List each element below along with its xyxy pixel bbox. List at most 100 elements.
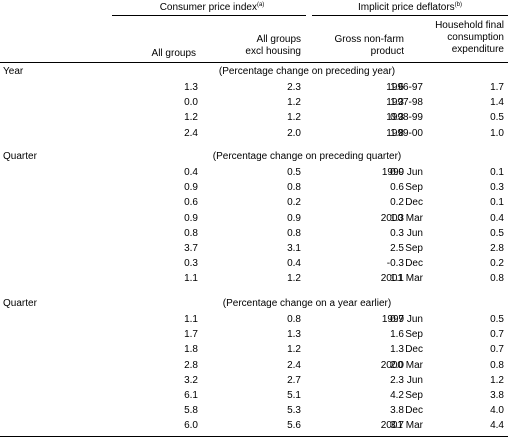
col-hfce-line2: consumption <box>447 32 504 43</box>
row-period: Sep <box>405 243 423 254</box>
row-value: 2.8 <box>490 243 504 254</box>
row-value: 1.1 <box>184 314 198 325</box>
table-row: Dec 1.8 1.2 1.3 0.7 <box>0 343 508 356</box>
row-value: 1.3 <box>287 329 301 341</box>
row-value: 0.2 <box>390 197 404 209</box>
row-value: 0.8 <box>287 182 301 194</box>
row-value: 0.7 <box>490 329 504 341</box>
row-period: Dec <box>405 258 423 270</box>
table-row: Sep 3.7 3.1 2.5 2.8 <box>0 242 508 255</box>
row-value: 2.7 <box>287 374 301 386</box>
row-period: Sep <box>405 329 423 341</box>
ipd-group-label: Implicit price deflators <box>357 2 455 13</box>
section-subtitle: (Percentage change on preceding year) <box>218 66 396 77</box>
row-value: 0.8 <box>490 359 504 371</box>
row-value: 1.0 <box>490 127 504 139</box>
section-label: Quarter <box>3 151 37 162</box>
row-value: 4.0 <box>490 405 504 417</box>
table-row: Sep 1.7 1.3 1.6 0.7 <box>0 328 508 341</box>
row-period: Jun <box>406 227 423 239</box>
row-value: 0.3 <box>390 112 404 124</box>
row-value: 1.2 <box>490 374 504 386</box>
row-period: 1999-00 <box>386 127 423 139</box>
col-gnfp-line2: product <box>370 46 404 57</box>
row-value: 2.5 <box>390 243 404 254</box>
row-value: 0.5 <box>490 112 504 124</box>
row-value: 1.7 <box>490 82 504 93</box>
row-period: 2001 Mar <box>380 420 423 432</box>
row-value: 0.2 <box>490 258 504 270</box>
row-value: 1.3 <box>390 344 404 356</box>
table-row: Dec 5.8 5.3 3.8 4.0 <box>0 404 508 417</box>
row-period: 2000 Mar <box>380 212 423 224</box>
col-hfce-header: Household final consumption expenditure <box>435 20 504 56</box>
row-value: 5.1 <box>287 390 301 401</box>
row-value: 2.4 <box>184 127 198 139</box>
row-period: 1999 Jun <box>381 167 423 178</box>
row-value: 3.8 <box>390 405 404 417</box>
col-gnfp-header: Gross non-farm product <box>335 34 404 58</box>
row-period: Sep <box>405 182 423 194</box>
col-all-groups-header: All groups <box>152 48 196 60</box>
row-value: 1.1 <box>390 273 404 285</box>
row-value: 0.8 <box>184 227 198 239</box>
row-value: 0.4 <box>287 258 301 270</box>
row-value: 5.3 <box>287 405 301 417</box>
table-row: 1998-99 1.2 1.2 0.3 0.5 <box>0 111 508 124</box>
row-period: Jun <box>406 374 423 386</box>
row-value: 0.7 <box>390 314 404 325</box>
table-row: 1999-00 2.4 2.0 1.8 1.0 <box>0 127 508 140</box>
ipd-group-rule <box>312 15 508 16</box>
row-period: 2001 Mar <box>380 273 423 285</box>
col-excl-housing-header: All groups excl housing <box>245 34 301 58</box>
col-excl-housing-line2: excl housing <box>245 46 301 57</box>
col-all-groups-line1: All groups <box>151 48 196 59</box>
row-value: 5.6 <box>287 420 301 432</box>
row-value: 1.1 <box>184 273 198 285</box>
row-value: 2.0 <box>390 359 404 371</box>
table-row: 2001 Mar 1.1 1.2 1.1 0.8 <box>0 272 508 285</box>
row-value: 0.9 <box>184 212 198 224</box>
row-value: 1.8 <box>184 344 198 356</box>
table-row: Jun 0.8 0.8 0.3 0.5 <box>0 227 508 240</box>
col-hfce-line3: expenditure <box>451 44 504 55</box>
row-value: 0.9 <box>184 182 198 194</box>
cpi-group-rule <box>112 15 306 16</box>
row-period: 2000 Mar <box>380 359 423 371</box>
row-value: 1.2 <box>184 112 198 124</box>
table-row: Dec 0.6 0.2 0.2 0.1 <box>0 196 508 209</box>
row-value: 0.5 <box>490 227 504 239</box>
table-row: Sep 6.1 5.1 4.2 3.8 <box>0 389 508 402</box>
table-row: Sep 0.9 0.8 0.6 0.3 <box>0 181 508 194</box>
table-row: 1997-98 0.0 1.2 1.3 1.4 <box>0 96 508 109</box>
table-row: Dec 0.3 0.4 -0.3 0.2 <box>0 257 508 270</box>
table-row: 2000 Mar 0.9 0.9 1.3 0.4 <box>0 212 508 225</box>
section-subtitle: (Percentage change on a year earlier) <box>222 298 392 309</box>
row-value: 0.4 <box>184 167 198 178</box>
row-value: 1.2 <box>287 344 301 356</box>
ipd-group-heading: Implicit price deflators(b) <box>312 2 508 14</box>
row-value: 4.4 <box>490 420 504 432</box>
row-value: 1.6 <box>390 329 404 341</box>
row-value: 2.3 <box>390 374 404 386</box>
table-bottom-rule <box>0 436 508 437</box>
ipd-footnote-mark: (b) <box>454 2 463 8</box>
cpi-group-label: Consumer price index <box>159 2 257 13</box>
row-value: 2.8 <box>184 359 198 371</box>
row-period: 1997-98 <box>386 97 423 109</box>
row-value: 0.4 <box>490 212 504 224</box>
col-hfce-line1: Household final <box>435 20 504 31</box>
row-value: 0.5 <box>490 314 504 325</box>
row-value: 0.2 <box>287 197 301 209</box>
row-period: Dec <box>405 344 423 356</box>
row-value: -0.3 <box>386 258 404 270</box>
row-value: 3.7 <box>390 420 404 432</box>
col-gnfp-line1: Gross non-farm <box>334 34 404 45</box>
table-row: 1999 Jun 0.4 0.5 0.0 0.1 <box>0 166 508 179</box>
row-value: 3.7 <box>184 243 198 254</box>
row-value: 3.2 <box>184 374 198 386</box>
row-value: 3.8 <box>490 390 504 401</box>
cpi-footnote-mark: (a) <box>256 2 265 8</box>
col-excl-housing-line1: All groups <box>256 34 301 45</box>
row-value: 0.6 <box>390 182 404 194</box>
